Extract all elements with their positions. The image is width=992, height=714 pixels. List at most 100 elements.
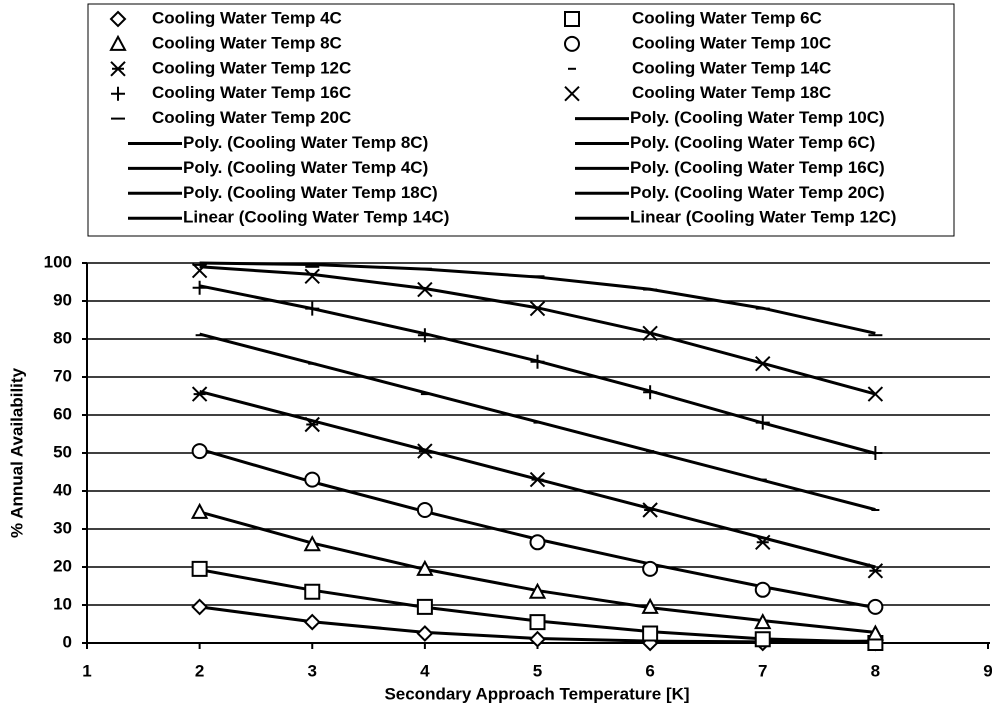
marker: [416, 559, 434, 576]
marker: [868, 446, 883, 460]
y-tick-label: 90: [53, 290, 72, 309]
marker: [642, 625, 659, 642]
x-tick-label: 1: [82, 661, 91, 680]
y-tick-label: 100: [44, 252, 72, 271]
marker: [416, 598, 433, 615]
legend-entry: Linear (Cooling Water Temp 12C): [575, 208, 896, 227]
y-tick-label: 50: [53, 442, 72, 461]
legend-box: [87, 3, 955, 237]
legend-label: Poly. (Cooling Water Temp 10C): [630, 108, 885, 127]
marker: [642, 325, 658, 342]
marker: [417, 328, 432, 343]
marker: [304, 416, 320, 433]
marker: [303, 613, 321, 631]
marker: [754, 581, 771, 598]
legend-label: Cooling Water Temp 16C: [152, 83, 351, 102]
marker: [191, 262, 208, 279]
legend-entry: Poly. (Cooling Water Temp 20C): [575, 183, 885, 202]
marker: [867, 598, 884, 615]
marker: [111, 86, 125, 101]
legend-label: Cooling Water Temp 6C: [632, 8, 822, 27]
marker: [305, 301, 320, 316]
legend-label: Linear (Cooling Water Temp 12C): [630, 208, 896, 227]
y-tick-label: 30: [53, 518, 72, 537]
marker: [754, 612, 772, 630]
legend-label: Poly. (Cooling Water Temp 18C): [183, 183, 438, 202]
x-tick-label: 7: [758, 661, 767, 680]
marker: [191, 443, 208, 460]
marker: [564, 35, 580, 52]
marker: [755, 355, 771, 372]
legend-entry: Cooling Water Temp 10C: [564, 33, 831, 52]
marker: [110, 61, 126, 77]
y-tick-label: 10: [53, 594, 72, 613]
y-tick-label: 20: [53, 556, 72, 575]
marker: [192, 280, 207, 295]
legend-entry: Cooling Water Temp 6C: [564, 8, 822, 27]
marker: [529, 614, 546, 631]
marker: [109, 34, 127, 51]
legend-entry: Poly. (Cooling Water Temp 18C): [128, 183, 438, 202]
legend-entry: Cooling Water Temp 14C: [568, 58, 831, 77]
legend-label: Linear (Cooling Water Temp 14C): [183, 208, 449, 227]
trendline: [199, 265, 876, 396]
legend-entry: Poly. (Cooling Water Temp 4C): [128, 158, 428, 177]
legend-entry: Cooling Water Temp 18C: [564, 83, 831, 102]
legend-label: Cooling Water Temp 18C: [632, 83, 831, 102]
marker: [641, 597, 659, 614]
legend-entry: Poly. (Cooling Water Temp 16C): [575, 158, 885, 177]
marker: [191, 386, 208, 402]
legend-label: Cooling Water Temp 20C: [152, 108, 351, 127]
marker: [528, 582, 547, 599]
legend-entry: Cooling Water Temp 8C: [109, 33, 342, 52]
marker: [416, 502, 433, 518]
y-tick-label: 70: [53, 366, 72, 385]
marker: [529, 630, 546, 648]
x-tick-label: 6: [645, 661, 654, 680]
marker: [642, 502, 658, 518]
x-tick-label: 4: [420, 661, 430, 680]
x-axis-title: Secondary Approach Temperature [K]: [384, 684, 689, 703]
marker: [529, 471, 546, 488]
legend-label: Cooling Water Temp 14C: [632, 58, 831, 77]
y-tick-label: 0: [63, 632, 72, 651]
legend-label: Cooling Water Temp 12C: [152, 58, 351, 77]
marker: [304, 583, 321, 600]
y-tick-label: 60: [53, 404, 72, 423]
legend-label: Cooling Water Temp 8C: [152, 33, 342, 52]
marker: [304, 471, 321, 488]
legend-entry: Poly. (Cooling Water Temp 10C): [575, 108, 885, 127]
marker: [564, 85, 580, 102]
x-tick-label: 2: [195, 661, 204, 680]
marker: [564, 11, 580, 27]
x-tick-label: 9: [983, 661, 992, 680]
marker: [530, 354, 545, 369]
legend-entry: Poly. (Cooling Water Temp 8C): [128, 133, 428, 152]
marker: [529, 300, 546, 317]
marker: [867, 563, 884, 579]
legend-label: Poly. (Cooling Water Temp 4C): [183, 158, 428, 177]
legend-entry: Cooling Water Temp 20C: [111, 108, 351, 127]
legend-entry: Poly. (Cooling Water Temp 6C): [575, 133, 875, 152]
x-tick-label: 3: [308, 661, 317, 680]
legend-label: Cooling Water Temp 4C: [152, 8, 342, 27]
legend-label: Poly. (Cooling Water Temp 16C): [630, 158, 885, 177]
marker: [416, 625, 434, 642]
marker: [191, 560, 208, 577]
marker: [417, 281, 433, 298]
marker: [109, 10, 127, 28]
y-tick-label: 40: [53, 480, 72, 499]
marker: [303, 535, 321, 552]
y-axis-title: % Annual Availability: [7, 367, 26, 538]
x-tick-label: 5: [533, 661, 542, 680]
marker: [867, 386, 884, 402]
marker: [755, 415, 770, 430]
marker: [754, 631, 771, 648]
marker: [643, 385, 658, 400]
legend-label: Poly. (Cooling Water Temp 8C): [183, 133, 428, 152]
legend-label: Poly. (Cooling Water Temp 6C): [630, 133, 875, 152]
legend-entry: Linear (Cooling Water Temp 14C): [128, 208, 449, 227]
legend-entry: Cooling Water Temp 16C: [111, 83, 351, 102]
marker: [755, 534, 771, 551]
